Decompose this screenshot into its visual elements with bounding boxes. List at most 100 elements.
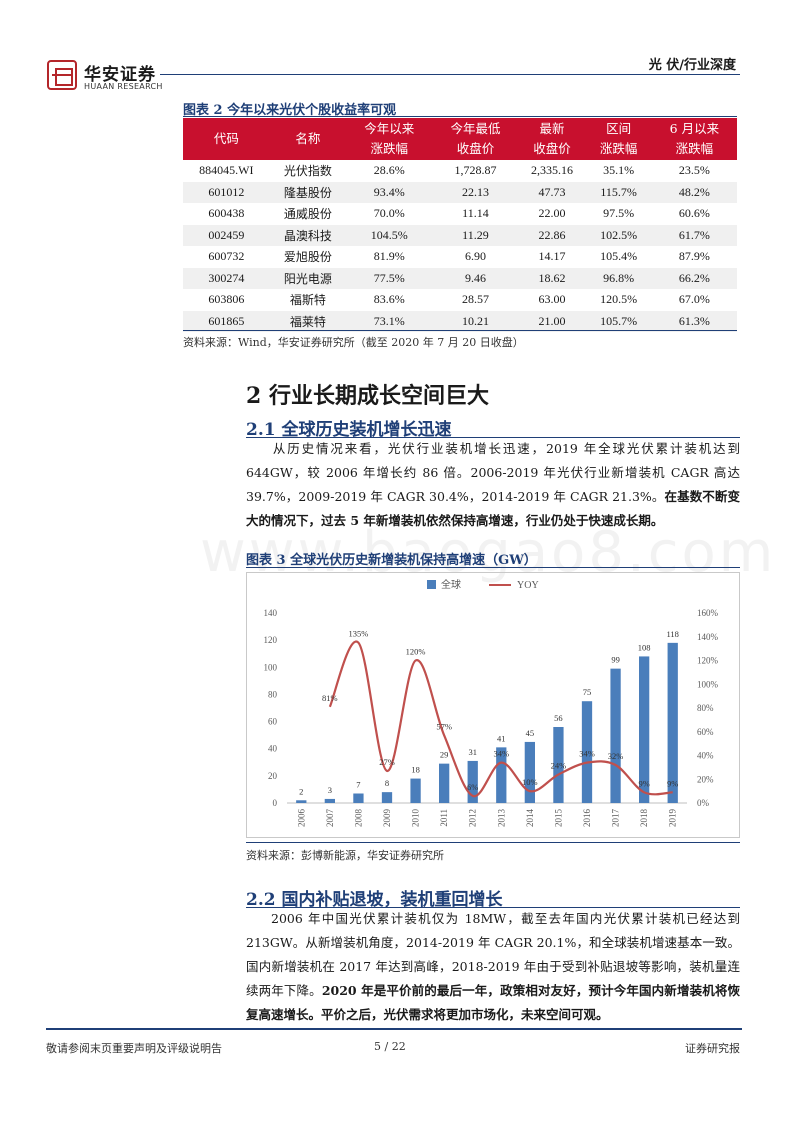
table-cell: 115.7%: [585, 181, 652, 203]
yoy-line: [328, 640, 673, 797]
bar-value-label: 18: [411, 765, 420, 775]
paragraph-domestic-installs: 2006 年中国光伏累计装机仅为 18MW，截至去年国内光伏累计装机已经达到 2…: [246, 907, 740, 1027]
table-cell: 11.14: [462, 206, 489, 221]
table-cell: 21.00: [518, 310, 586, 332]
stock-name-cell: 福斯特: [289, 293, 326, 308]
brand-subtitle: HUAAN RESEARCH: [84, 82, 163, 91]
table-cell: 67.0%: [678, 292, 710, 307]
y-left-tick-label: 100: [264, 662, 278, 672]
bar: [296, 800, 307, 803]
footer-disclaimer: 敬请参阅末页重要声明及评级说明告: [46, 1042, 222, 1055]
table-cell: 48.2%: [651, 181, 737, 203]
table-cell: 35.1%: [603, 163, 635, 178]
bar-value-label: 3: [328, 785, 332, 795]
table-cell: 9.46: [432, 267, 519, 289]
footer-report-type: 证券研究报: [685, 1042, 740, 1055]
bar: [524, 741, 535, 803]
table-cell: 96.8%: [585, 267, 652, 289]
table-cell: 87.9%: [678, 249, 710, 264]
table-cell: 102.5%: [585, 224, 652, 246]
table-cell: 601865: [183, 310, 270, 332]
table-cell: 600438: [208, 206, 245, 221]
table-cell: 66.2%: [651, 267, 737, 289]
chart-source: 资料来源：彭博新能源，华安证券研究所: [246, 849, 444, 862]
column-header-line: 名称: [295, 131, 321, 146]
table-cell: 73.1%: [346, 310, 433, 332]
subsection-heading-2-1: 2.1 全球历史装机增长迅速: [246, 420, 452, 440]
bar-value-label: 108: [638, 642, 651, 652]
y-right-tick-label: 0%: [697, 798, 710, 808]
x-tick-label: 2012: [468, 809, 478, 827]
stock-name-cell: 晶澳科技: [269, 224, 347, 246]
bar: [496, 747, 507, 803]
column-header: 区间 涨跌幅: [585, 118, 652, 160]
table-cell: 70.0%: [373, 206, 405, 221]
column-header-line: 区间: [606, 121, 632, 136]
bar-value-label: 29: [440, 750, 449, 760]
section-heading: 2 行业长期成长空间巨大: [246, 383, 489, 409]
column-header-line: 6 月以来: [669, 121, 720, 136]
yoy-value-label: 9%: [667, 778, 678, 788]
table-cell: 22.86: [518, 224, 586, 246]
table-cell: 6.90: [464, 249, 486, 264]
table-cell: 10.21: [432, 310, 519, 332]
x-tick-label: 2015: [553, 809, 563, 828]
bar-value-label: 2: [299, 786, 303, 796]
column-header: 名称: [269, 118, 347, 160]
paragraph-text: 从历史情况来看，光伏行业装机增长迅速，2019 年全球光伏累计装机达到 644G…: [246, 441, 740, 504]
table-cell: 47.73: [518, 181, 586, 203]
y-left-tick-label: 120: [264, 635, 278, 645]
paragraph-global-installs: 从历史情况来看，光伏行业装机增长迅速，2019 年全球光伏累计装机达到 644G…: [246, 437, 740, 533]
table-header-row: 代码 名称 今年以来 涨跌幅 今年最低 收盘价 最新 收盘价 区间 涨跌幅 6 月以来 涨跌幅: [183, 118, 737, 160]
y-right-tick-label: 40%: [697, 751, 714, 761]
yoy-value-label: 24%: [551, 761, 567, 771]
bar-value-label: 56: [554, 713, 563, 723]
y-right-tick-label: 140%: [697, 632, 719, 642]
yoy-value-label: 81%: [322, 693, 338, 703]
yoy-value-label: 32%: [608, 751, 624, 761]
table-cell: 28.57: [461, 292, 489, 307]
yoy-value-label: 57%: [436, 721, 452, 731]
y-left-tick-label: 140: [264, 608, 278, 618]
table-row: 600732 爱旭股份 81.9% 6.90 14.17 105.4% 87.9%: [183, 246, 737, 268]
table-row: 884045.WI 光伏指数 28.6% 1,728.87 2,335.16 35.1% 2…: [183, 160, 737, 182]
yoy-value-label: 9%: [638, 778, 649, 788]
table-cell: 23.5%: [678, 163, 710, 178]
stock-name-cell: 光伏指数: [283, 164, 332, 179]
x-tick-label: 2019: [668, 809, 678, 828]
y-left-tick-label: 80: [268, 689, 278, 699]
paragraph-emphasis: 在基数不断变大的情况下，过去 5 年新增装机依然保持高增速，行业仍处于快速成长期…: [246, 489, 740, 528]
column-header-line: 涨跌幅: [675, 141, 714, 156]
table-cell: 120.5%: [600, 292, 638, 307]
bar-value-label: 31: [468, 747, 477, 757]
column-header-line: 最新: [539, 121, 565, 136]
column-header: 最新 收盘价: [518, 118, 586, 160]
table-bottom-line: [183, 330, 737, 331]
y-right-tick-label: 60%: [697, 727, 714, 737]
y-left-tick-label: 60: [268, 717, 278, 727]
column-header-line: 收盘价: [533, 141, 571, 156]
bar-value-label: 45: [526, 728, 535, 738]
stock-name-cell: 福莱特: [269, 310, 347, 332]
column-header: 6 月以来涨跌幅: [651, 118, 737, 160]
table-row: 601865 福莱特 73.1% 10.21 21.00 105.7% 61.3%: [183, 310, 737, 332]
x-tick-label: 2006: [296, 809, 306, 828]
bar: [410, 778, 421, 803]
table-row: 002459 晶澳科技 104.5% 11.29 22.86 102.5% 61.7%: [183, 224, 737, 246]
global-installs-chart: 0 20 40 60 80 100 120 140 0% 20% 40% 60% 80% 100% 120%…: [246, 572, 740, 838]
bar: [324, 798, 335, 803]
stock-name-cell: 通威股份: [283, 207, 332, 222]
subsection-heading-2-2: 2.2 国内补贴退坡，装机重回增长: [246, 890, 503, 910]
table-cell: 60.6%: [678, 206, 710, 221]
yoy-value-label: 120%: [406, 647, 426, 657]
table-row: 603806 福斯特 83.6% 28.57 63.00 120.5% 67.0%: [183, 289, 737, 311]
table-row: 601012 隆基股份 93.4% 22.13 47.73 115.7% 48.2%: [183, 181, 737, 203]
table-cell: 600732: [208, 249, 245, 264]
watermark: www.baogao8.com: [200, 520, 777, 585]
bar: [353, 793, 364, 803]
stock-name-cell: 隆基股份: [269, 181, 347, 203]
table-row: 300274 阳光电源 77.5% 9.46 18.62 96.8% 66.2%: [183, 267, 737, 289]
chart-caption-line: [246, 567, 740, 568]
table-cell: 28.6%: [373, 163, 405, 178]
report-category: 光 伏/行业深度: [648, 58, 736, 73]
